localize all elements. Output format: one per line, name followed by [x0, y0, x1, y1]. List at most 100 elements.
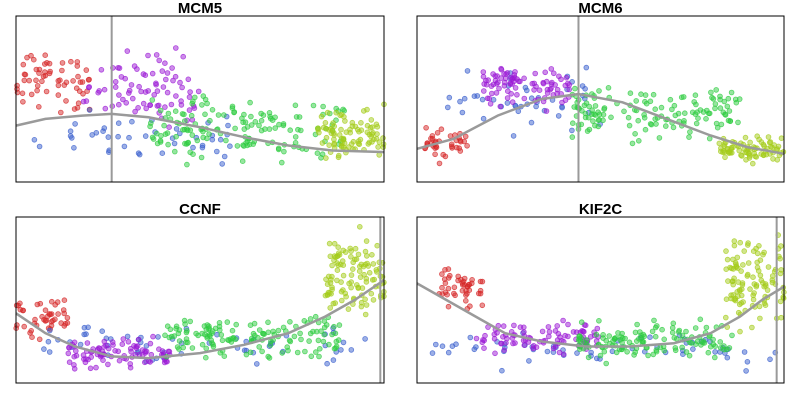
data-point	[183, 329, 190, 336]
data-point	[135, 336, 142, 343]
data-point	[285, 347, 291, 354]
data-point	[55, 92, 62, 98]
data-point	[252, 119, 259, 125]
data-point	[512, 85, 519, 91]
data-point	[366, 269, 373, 276]
data-point	[366, 131, 373, 138]
data-point	[115, 65, 121, 71]
data-point	[727, 264, 733, 271]
data-point	[529, 80, 536, 87]
data-point	[572, 85, 578, 92]
data-point	[774, 157, 781, 163]
data-point	[596, 317, 602, 324]
data-point	[499, 367, 505, 374]
data-point	[297, 330, 303, 337]
trend-line	[15, 112, 385, 154]
data-point	[536, 87, 543, 93]
data-point	[42, 307, 49, 314]
data-point	[457, 138, 464, 145]
data-point	[368, 117, 375, 123]
data-point	[731, 238, 738, 244]
data-point	[124, 48, 131, 54]
data-point	[122, 75, 128, 82]
data-point	[554, 337, 561, 343]
data-point	[318, 155, 324, 161]
data-point	[315, 126, 321, 133]
data-point	[329, 284, 335, 291]
data-point	[183, 336, 190, 342]
data-point	[662, 123, 669, 129]
panel-title: MCM5	[178, 0, 222, 17]
data-point	[348, 248, 354, 254]
data-point	[61, 323, 68, 329]
data-point	[312, 349, 319, 355]
data-point	[135, 150, 142, 157]
data-point	[757, 315, 763, 322]
data-point	[647, 98, 654, 105]
data-point	[42, 52, 48, 58]
data-point	[348, 272, 355, 278]
data-point	[143, 105, 150, 112]
data-point	[756, 243, 762, 249]
plot-frame	[15, 216, 385, 384]
data-point	[733, 263, 740, 270]
data-point	[678, 94, 685, 101]
data-point	[218, 332, 225, 338]
data-point	[617, 336, 624, 343]
data-point	[169, 65, 175, 71]
data-point	[592, 122, 598, 129]
data-point	[712, 101, 719, 107]
data-point	[116, 101, 122, 108]
data-point	[182, 118, 188, 124]
data-point	[777, 255, 783, 262]
data-point	[15, 302, 22, 309]
data-point	[154, 88, 161, 94]
data-point	[307, 316, 314, 322]
data-point	[728, 89, 735, 96]
data-point	[650, 91, 657, 98]
data-point	[718, 121, 725, 128]
data-point	[595, 117, 602, 123]
data-point	[635, 117, 641, 124]
data-point	[358, 303, 365, 310]
data-point	[569, 120, 576, 126]
data-point	[712, 343, 718, 350]
data-point	[188, 112, 195, 119]
data-point	[256, 327, 263, 333]
data-point	[720, 149, 726, 156]
data-point	[517, 324, 524, 331]
data-point	[487, 101, 494, 107]
data-point	[490, 81, 497, 88]
data-point	[686, 134, 692, 140]
data-point	[765, 264, 772, 270]
data-point	[21, 323, 28, 330]
data-point	[621, 108, 627, 115]
data-point	[732, 96, 739, 103]
data-point	[155, 102, 162, 109]
data-point	[445, 349, 452, 356]
data-point	[126, 134, 132, 141]
data-point	[528, 119, 535, 126]
data-point	[722, 112, 729, 118]
data-point	[608, 114, 614, 121]
data-point	[164, 358, 170, 365]
data-point	[68, 58, 74, 65]
data-point	[354, 126, 361, 133]
data-point	[356, 224, 363, 230]
data-point	[569, 127, 575, 134]
data-point	[61, 297, 68, 304]
data-point	[39, 78, 45, 85]
data-point	[375, 144, 381, 150]
data-point	[231, 109, 238, 115]
data-point	[328, 290, 334, 297]
data-point	[622, 335, 628, 342]
data-point	[142, 89, 149, 95]
data-point	[189, 100, 196, 107]
data-point	[675, 110, 682, 117]
data-point	[247, 99, 253, 106]
data-point	[590, 118, 596, 124]
data-point	[647, 121, 654, 127]
data-point	[582, 322, 589, 329]
data-point	[258, 117, 265, 124]
data-point	[272, 125, 279, 131]
